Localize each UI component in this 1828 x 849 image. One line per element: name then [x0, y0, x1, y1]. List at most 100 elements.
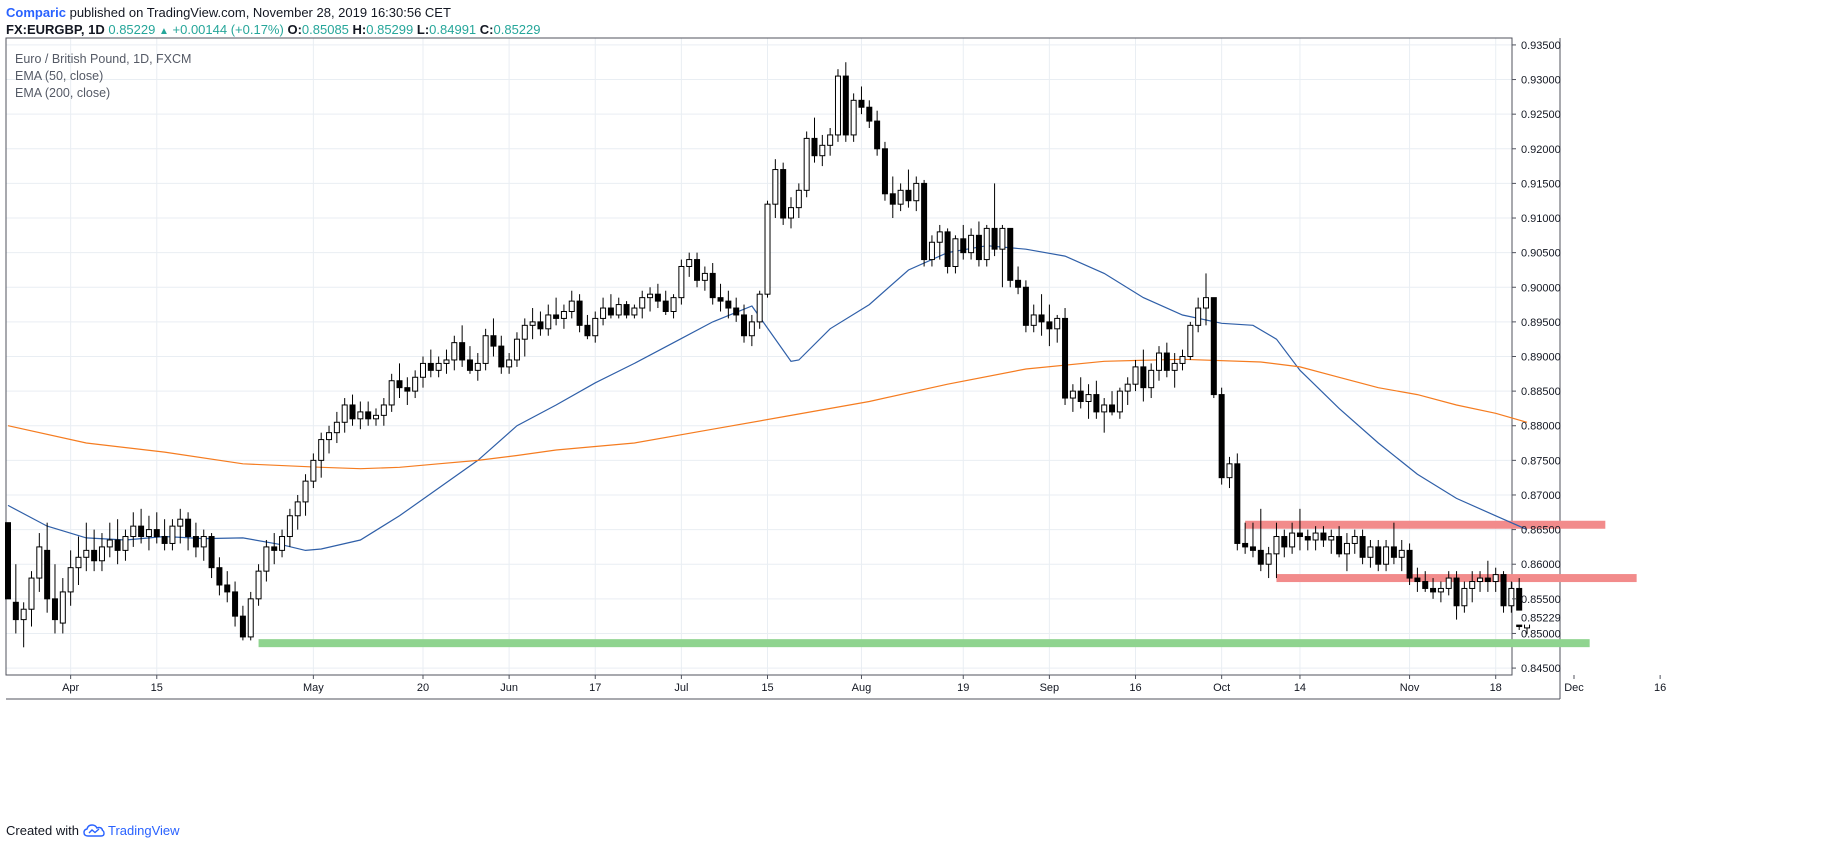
candle	[600, 297, 607, 326]
candle	[709, 263, 716, 305]
candle-body	[1289, 532, 1296, 548]
candle	[490, 318, 497, 357]
candle	[341, 398, 348, 433]
candle-body	[153, 529, 160, 538]
candle	[20, 602, 27, 648]
low-label: L:	[416, 22, 430, 37]
candle	[1101, 398, 1108, 433]
legend-ema50[interactable]: EMA (50, close)	[15, 69, 104, 83]
candle	[279, 529, 286, 558]
candle-body	[192, 536, 199, 548]
candle	[380, 398, 387, 426]
candle-body	[874, 120, 881, 150]
candle-body	[232, 591, 239, 617]
candle	[905, 169, 912, 208]
candle-body	[748, 321, 755, 337]
candle-body	[678, 265, 685, 299]
candle-body	[20, 608, 27, 621]
price-tick-label: 0.87500	[1521, 455, 1561, 467]
price-tick-label: 0.85500	[1521, 594, 1561, 606]
candle	[373, 408, 380, 426]
candle-body	[733, 307, 740, 316]
candle	[717, 283, 724, 312]
candle	[145, 515, 152, 551]
candle-body	[1234, 463, 1241, 544]
candle-body	[999, 227, 1006, 250]
candle-body	[1132, 366, 1139, 385]
candle-body	[803, 137, 810, 191]
candle	[1077, 377, 1084, 409]
open-label: O:	[287, 22, 302, 37]
candle	[576, 294, 583, 333]
candle-body	[1437, 587, 1444, 593]
candle-body	[12, 601, 19, 621]
time-tick-label: Dec	[1564, 682, 1584, 694]
legend-ema200[interactable]: EMA (200, close)	[15, 86, 111, 100]
candle-body	[326, 432, 333, 441]
candle-body	[592, 317, 599, 337]
candle	[427, 349, 434, 378]
candle	[1422, 571, 1429, 592]
candle	[694, 252, 701, 288]
candle-body	[521, 324, 528, 340]
time-tick-label: Sep	[1040, 682, 1060, 694]
candle-body	[1054, 317, 1061, 330]
time-tick-label: 20	[417, 682, 429, 694]
candle-body	[114, 539, 121, 551]
candle-body	[780, 169, 787, 219]
candle	[396, 363, 403, 399]
candle	[639, 290, 646, 319]
candle	[1187, 321, 1194, 360]
candle	[983, 224, 990, 267]
candle-body	[513, 338, 520, 361]
footer: Created with TradingView	[6, 823, 180, 838]
candle	[1273, 522, 1280, 579]
candle-body	[584, 324, 591, 337]
candle	[1007, 227, 1014, 288]
candle	[1202, 273, 1209, 326]
candle	[294, 494, 301, 530]
candle	[1054, 314, 1061, 343]
candle	[1015, 266, 1022, 295]
ohlc-bar: FX:EURGBP, 1D 0.85229 ▲ +0.00144 (+0.17%…	[6, 21, 541, 40]
author-link[interactable]: Comparic	[6, 5, 66, 20]
candle	[819, 134, 826, 167]
time-tick-label: Nov	[1400, 682, 1420, 694]
candle-body	[553, 314, 560, 319]
chart-legend: Euro / British Pound, 1D, FXCM EMA (50, …	[15, 51, 191, 102]
candle-body	[866, 106, 873, 122]
candle	[1132, 359, 1139, 392]
candle-body	[263, 546, 270, 572]
candle	[1242, 522, 1249, 554]
candle-body	[1375, 546, 1382, 565]
candle	[216, 557, 223, 596]
candle-body	[255, 570, 262, 600]
candle	[631, 304, 638, 319]
candle	[318, 432, 325, 478]
price-tick-label: 0.92500	[1521, 109, 1561, 121]
candle-body	[889, 193, 896, 205]
candle-body	[960, 238, 967, 254]
created-with-text: Created with	[6, 823, 79, 838]
candle	[1445, 571, 1452, 596]
candle-body	[83, 549, 90, 558]
candle-body	[1179, 356, 1186, 364]
time-tick-label: 16	[1129, 682, 1141, 694]
price-tick-label: 0.90500	[1521, 248, 1561, 260]
price-tick-label: 0.93000	[1521, 75, 1561, 87]
candle	[1140, 349, 1147, 402]
price-tick-label: 0.87000	[1521, 490, 1561, 502]
candle-body	[91, 549, 98, 562]
candle-body	[435, 362, 442, 371]
candle	[545, 304, 552, 336]
price-tick-label: 0.91500	[1521, 178, 1561, 190]
tradingview-link[interactable]: TradingView	[83, 823, 180, 838]
candle-body	[905, 189, 912, 202]
candle-body	[1140, 366, 1147, 389]
candle	[686, 252, 693, 277]
candle-body	[1406, 549, 1413, 579]
candle	[1281, 529, 1288, 558]
candle-body	[279, 536, 286, 551]
candle	[921, 179, 928, 267]
